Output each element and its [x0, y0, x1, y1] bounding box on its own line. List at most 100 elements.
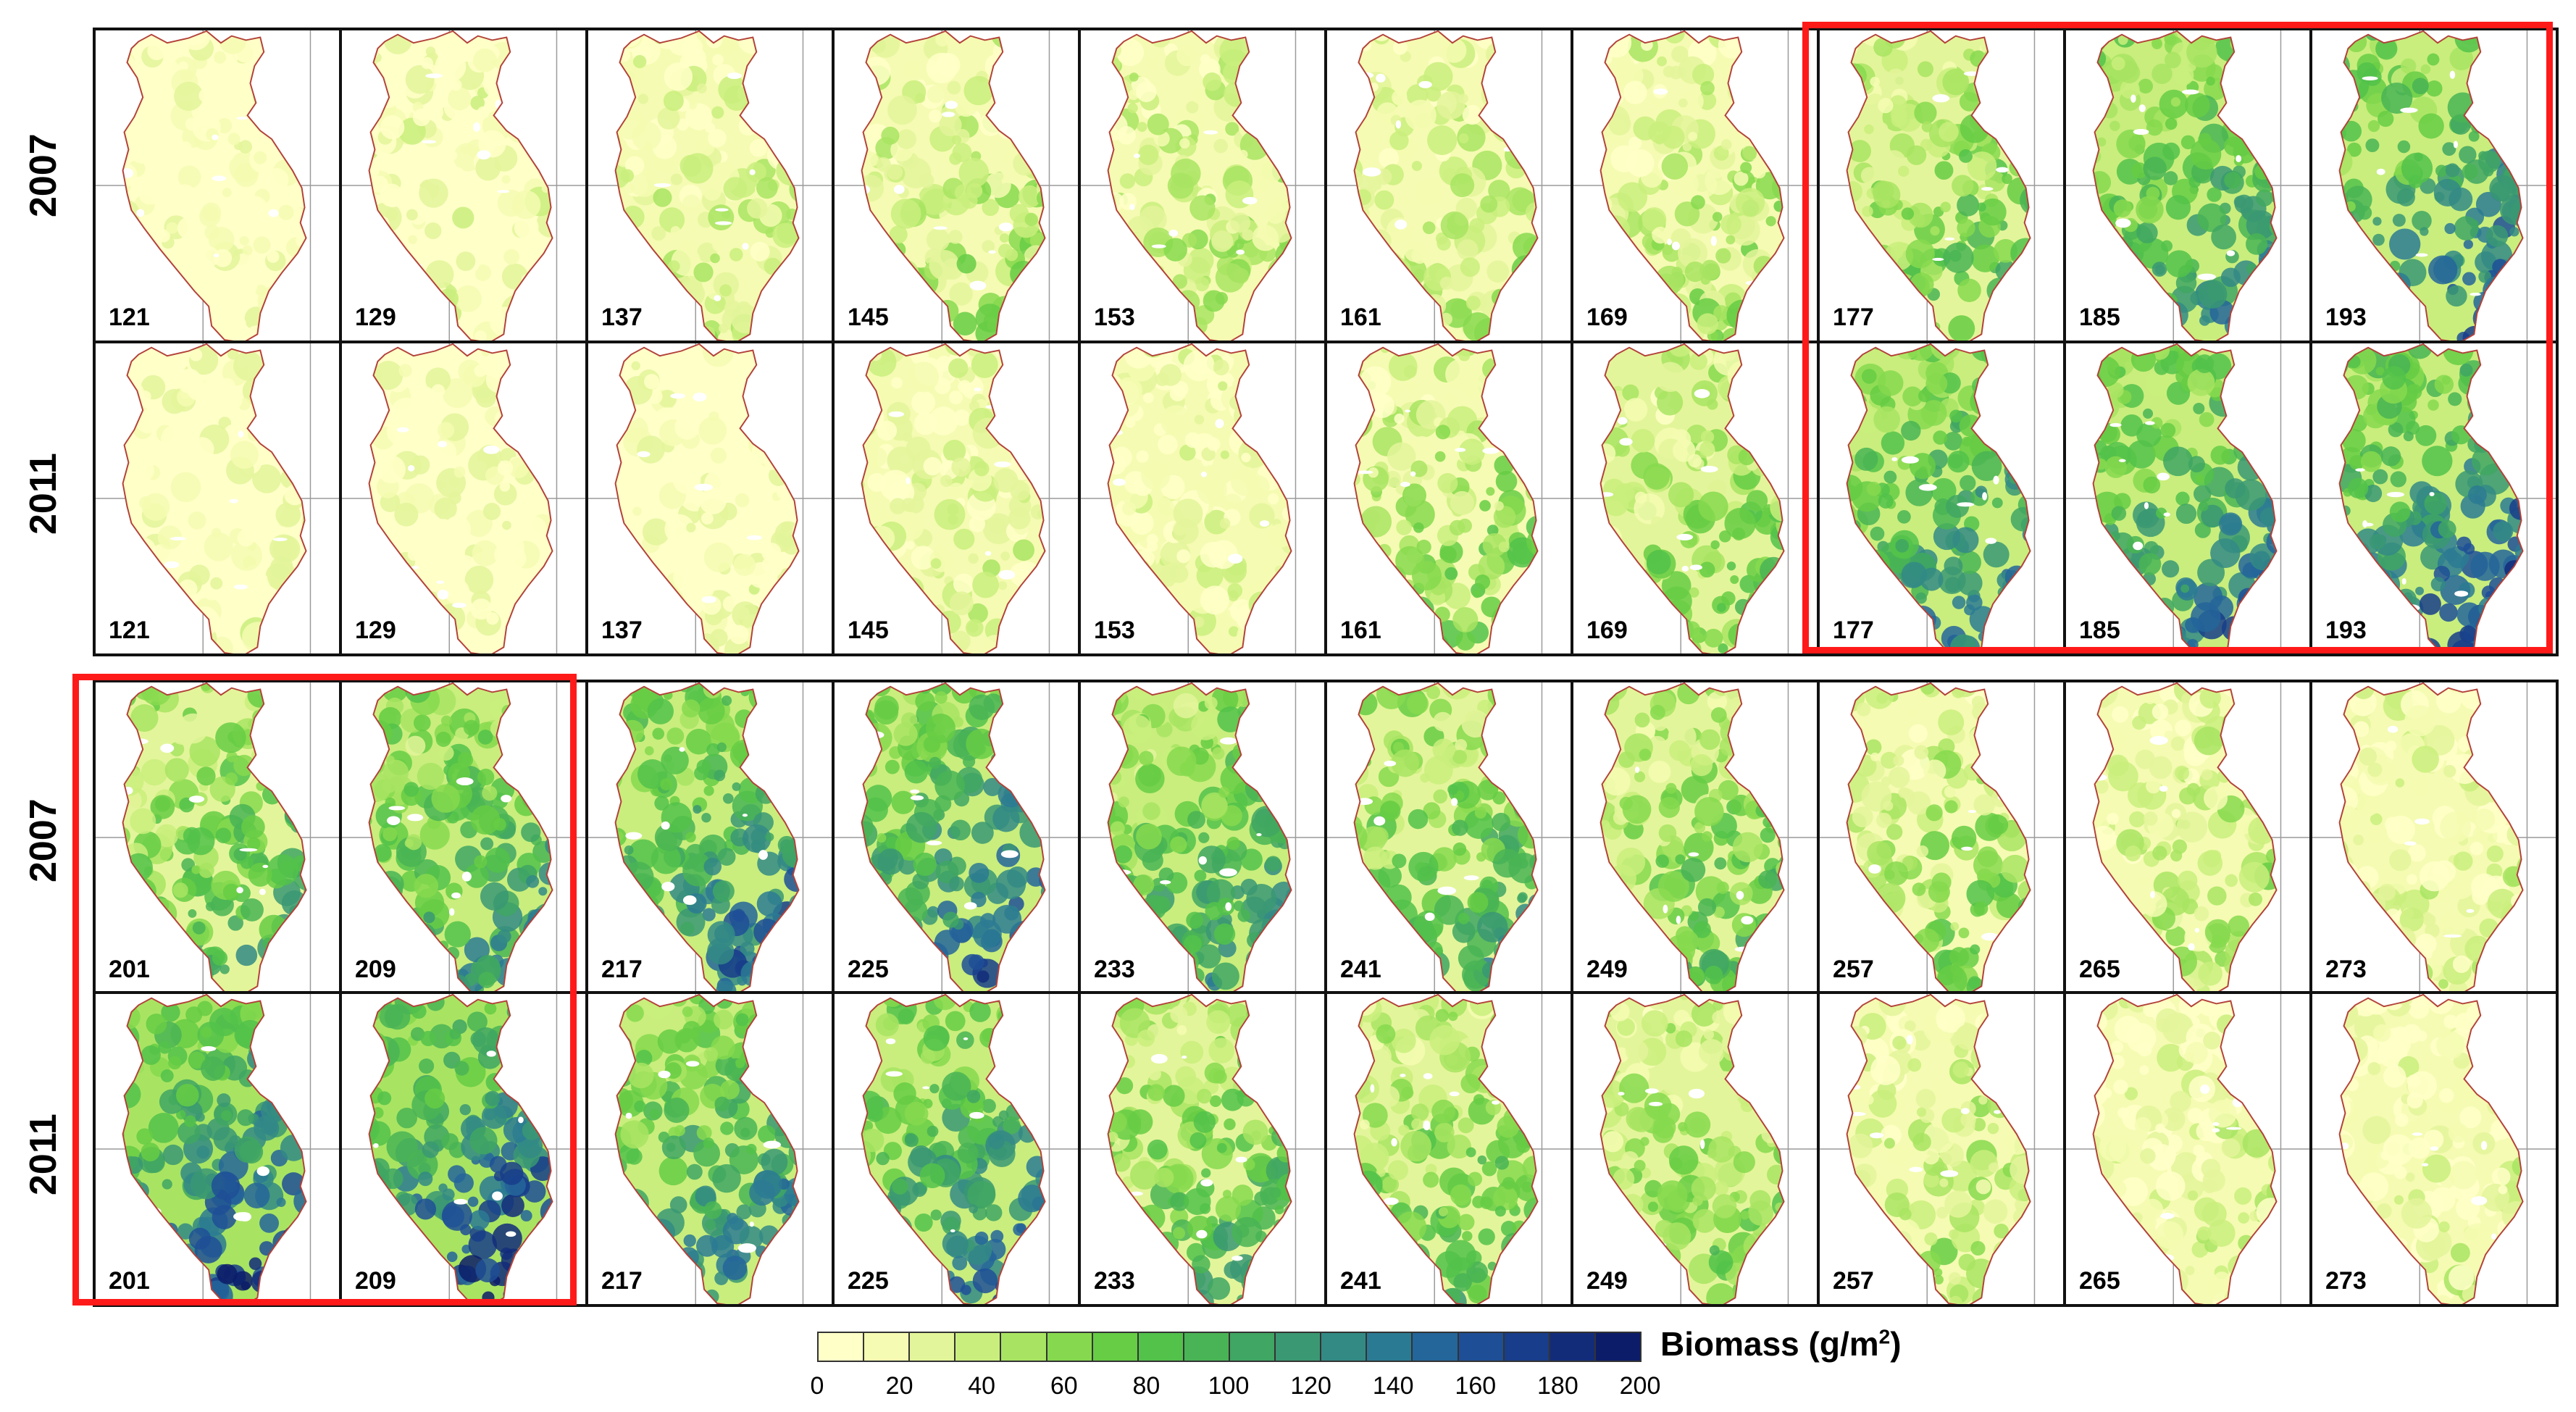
map-svg: [2312, 343, 2556, 653]
map-svg: [2066, 682, 2309, 993]
day-of-year-label: 185: [2079, 617, 2120, 644]
map-svg: [96, 682, 339, 993]
day-of-year-label: 129: [355, 617, 396, 644]
region-outline: [614, 343, 800, 653]
map-panel-2007-161: 161: [1324, 28, 1573, 343]
legend-tick-label: 140: [1372, 1372, 1414, 1400]
legend-title: Biomass (g/m2): [1660, 1325, 1902, 1363]
map-panel-2011-177: 177: [1817, 341, 2066, 656]
map-svg: [835, 343, 1078, 653]
day-of-year-label: 121: [109, 304, 150, 331]
biomass-color-legend: 0 20 40 60 80 100 120 140 160 180 200: [811, 1332, 1660, 1400]
map-svg: [588, 30, 832, 341]
map-svg: [96, 994, 339, 1304]
day-of-year-label: 265: [2079, 956, 2120, 983]
region-outline: [1107, 994, 1292, 1304]
map-svg: [1820, 682, 2063, 993]
map-panel-2007-145: 145: [832, 28, 1081, 343]
region-outline: [1107, 343, 1292, 653]
map-svg: [342, 343, 585, 653]
day-of-year-label: 233: [1094, 1267, 1135, 1295]
legend-tick-label: 20: [885, 1372, 913, 1400]
region-outline: [122, 30, 307, 341]
legend-swatch: [1229, 1332, 1276, 1362]
legend-swatch: [1045, 1332, 1093, 1362]
map-panel-2007-129: 129: [339, 28, 588, 343]
legend-tick-label: 60: [1050, 1372, 1078, 1400]
map-svg: [1327, 994, 1571, 1304]
map-panel-2011-185: 185: [2063, 341, 2312, 656]
region-outline: [1353, 343, 1539, 653]
day-of-year-label: 241: [1340, 1267, 1381, 1295]
map-panel-2007-209: 209: [339, 680, 588, 995]
map-panel-2007-137: 137: [585, 28, 835, 343]
legend-swatch: [1182, 1332, 1230, 1362]
region-outline: [1599, 30, 1785, 341]
map-svg: [2066, 30, 2309, 341]
day-of-year-label: 249: [1586, 1267, 1628, 1295]
map-svg: [588, 343, 832, 653]
region-outline: [1599, 682, 1785, 993]
map-panel-2011-265: 265: [2063, 991, 2312, 1307]
day-of-year-label: 217: [601, 1267, 643, 1295]
legend-swatch: [908, 1332, 956, 1362]
region-outline: [614, 994, 800, 1304]
map-svg: [1820, 343, 2063, 653]
legend-swatch: [1000, 1332, 1047, 1362]
map-panel-2011-257: 257: [1817, 991, 2066, 1307]
year-label-top-2007: 2007: [22, 133, 64, 217]
region-outline: [1846, 994, 2031, 1304]
map-svg: [1081, 994, 1324, 1304]
day-of-year-label: 153: [1094, 304, 1135, 331]
map-panel-2007-225: 225: [832, 680, 1081, 995]
day-of-year-label: 201: [109, 1267, 150, 1295]
map-svg: [2066, 343, 2309, 653]
region-outline: [2092, 682, 2278, 993]
legend-swatch: [1548, 1332, 1596, 1362]
legend-swatch: [1274, 1332, 1322, 1362]
map-svg: [342, 994, 585, 1304]
map-svg: [1081, 30, 1324, 341]
map-svg: [1573, 30, 1817, 341]
day-of-year-label: 233: [1094, 956, 1135, 983]
map-svg: [1820, 30, 2063, 341]
legend-swatch: [1502, 1332, 1550, 1362]
legend-tick-label: 120: [1290, 1372, 1331, 1400]
day-of-year-label: 257: [1833, 956, 1874, 983]
legend-swatch: [1366, 1332, 1413, 1362]
map-panel-2011-145: 145: [832, 341, 1081, 656]
day-of-year-label: 169: [1586, 617, 1628, 644]
map-panel-2007-233: 233: [1078, 680, 1327, 995]
region-outline: [1846, 682, 2031, 993]
map-svg: [588, 994, 832, 1304]
region-outline: [1107, 30, 1292, 341]
region-outline: [1107, 682, 1292, 993]
legend-swatch: [1594, 1332, 1642, 1362]
map-svg: [1327, 30, 1571, 341]
day-of-year-label: 161: [1340, 617, 1381, 644]
map-panel-2011-249: 249: [1571, 991, 1820, 1307]
legend-tick-label: 40: [968, 1372, 996, 1400]
day-of-year-label: 193: [2325, 304, 2367, 331]
map-panel-2007-193: 193: [2309, 28, 2559, 343]
legend-tick-label: 160: [1455, 1372, 1497, 1400]
region-outline: [368, 343, 553, 653]
map-panel-2011-153: 153: [1078, 341, 1327, 656]
map-panel-2011-225: 225: [832, 991, 1081, 1307]
map-svg: [1573, 682, 1817, 993]
region-outline: [368, 30, 553, 341]
map-panel-2007-201: 201: [93, 680, 342, 995]
map-panel-2011-169: 169: [1571, 341, 1820, 656]
map-panel-2011-161: 161: [1324, 341, 1573, 656]
map-svg: [342, 30, 585, 341]
map-panel-2011-137: 137: [585, 341, 835, 656]
legend-tick-label: 80: [1132, 1372, 1161, 1400]
map-panel-2011-121: 121: [93, 341, 342, 656]
map-svg: [1327, 343, 1571, 653]
region-outline: [122, 343, 307, 653]
day-of-year-label: 225: [848, 1267, 889, 1295]
map-svg: [1573, 994, 1817, 1304]
day-of-year-label: 145: [848, 617, 889, 644]
legend-swatch: [1411, 1332, 1459, 1362]
